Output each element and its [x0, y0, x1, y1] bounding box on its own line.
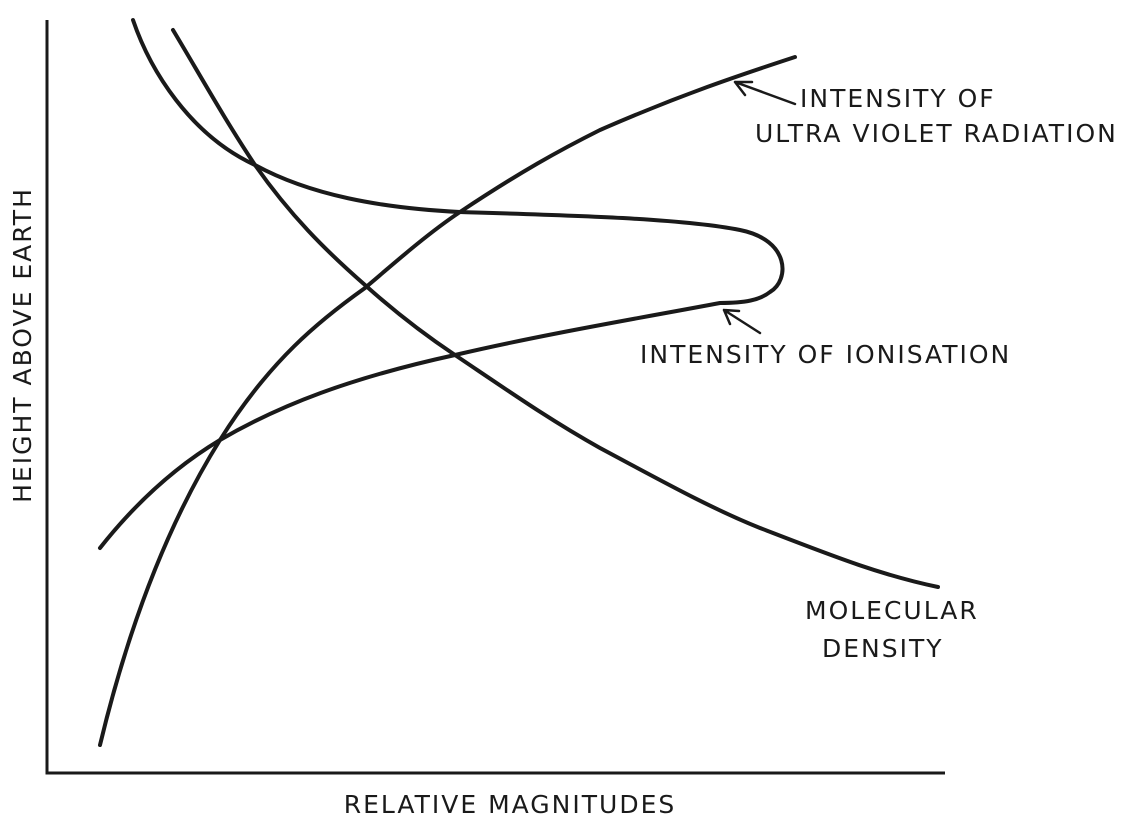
- ultraviolet-pointer: [733, 80, 797, 106]
- y-axis-label: HEIGHT ABOVE EARTH: [8, 187, 37, 503]
- ionisation-curve: [98, 18, 785, 550]
- ionisation-pointer: [722, 308, 762, 335]
- ultraviolet-label: INTENSITY OF: [800, 84, 996, 113]
- molecular-density-label: MOLECULAR: [805, 596, 979, 625]
- axes: [45, 20, 945, 775]
- ultraviolet-curve: [98, 55, 797, 747]
- ultraviolet-label: ULTRA VIOLET RADIATION: [755, 119, 1118, 148]
- ionisation-label: INTENSITY OF IONISATION: [640, 340, 1011, 369]
- molecular-density-label: DENSITY: [822, 634, 944, 663]
- x-axis-label: RELATIVE MAGNITUDES: [344, 790, 676, 819]
- molecular-density-curve: [171, 28, 940, 589]
